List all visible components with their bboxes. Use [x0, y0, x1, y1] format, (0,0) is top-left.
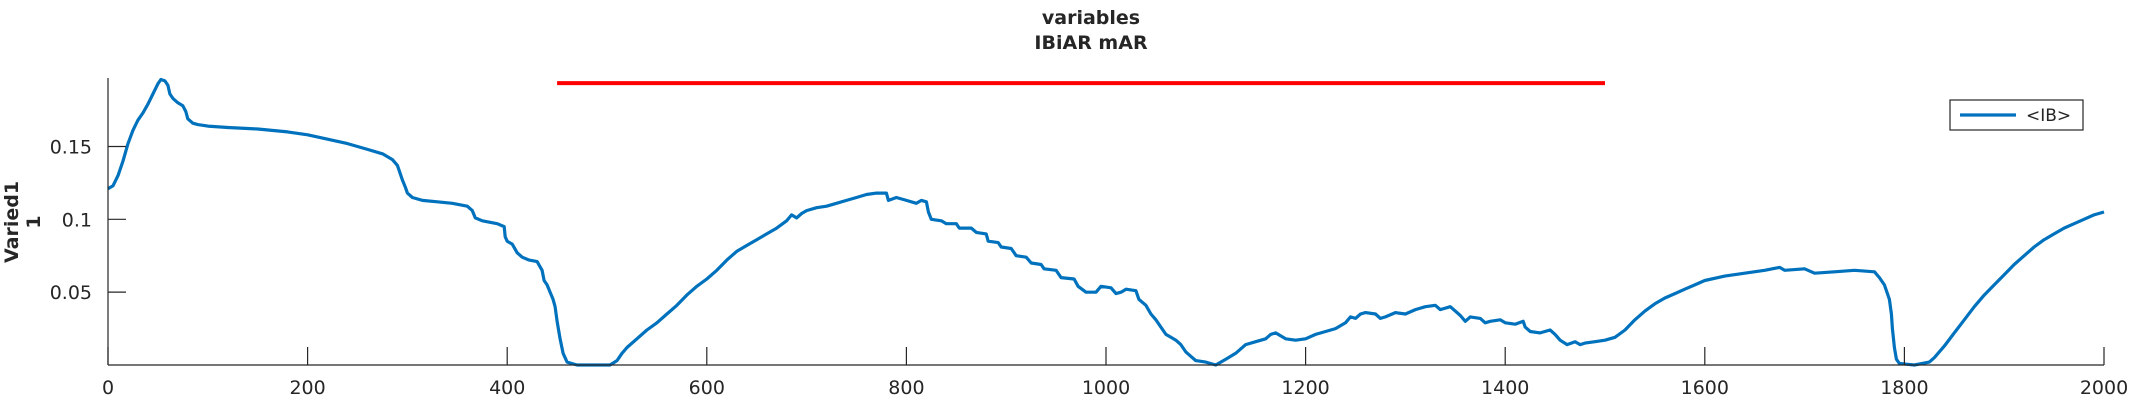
x-tick-label: 800: [888, 377, 924, 399]
legend: <IB>: [1949, 99, 2084, 131]
chart-title-line: IBiAR mAR: [1034, 32, 1148, 54]
x-tick-label: 0: [102, 377, 114, 399]
y-axis-label-line: Varied1: [1, 181, 23, 263]
chart-title-line: variables: [1042, 7, 1140, 29]
x-tick-label: 1600: [1681, 377, 1729, 399]
x-tick-label: 1200: [1281, 377, 1329, 399]
y-tick-label: 0.05: [50, 282, 92, 304]
x-tick-label: 1400: [1481, 377, 1529, 399]
y-tick-label: 0.1: [62, 209, 92, 231]
x-tick-label: 200: [289, 377, 325, 399]
y-axis-label-line: 1: [23, 215, 45, 228]
chart-title: variables IBiAR mAR: [1034, 7, 1148, 54]
series-lines: [107, 77, 2105, 367]
legend-label-ib: <IB>: [2026, 106, 2071, 126]
axis-ticks: 0 200 400 600 800 1000 1200 1400 1600 1800 2000 0.0…: [50, 136, 2128, 399]
x-tick-label: 1000: [1082, 377, 1130, 399]
axes: [107, 78, 2104, 366]
y-axis-label: Varied1 1: [1, 181, 45, 263]
x-tick-label: 400: [489, 377, 525, 399]
series-line-ib: [107, 77, 2105, 367]
x-tick-label: 2000: [2080, 377, 2128, 399]
x-tick-label: 1800: [1880, 377, 1928, 399]
y-tick-label: 0.15: [50, 136, 92, 158]
x-tick-label: 600: [689, 377, 725, 399]
